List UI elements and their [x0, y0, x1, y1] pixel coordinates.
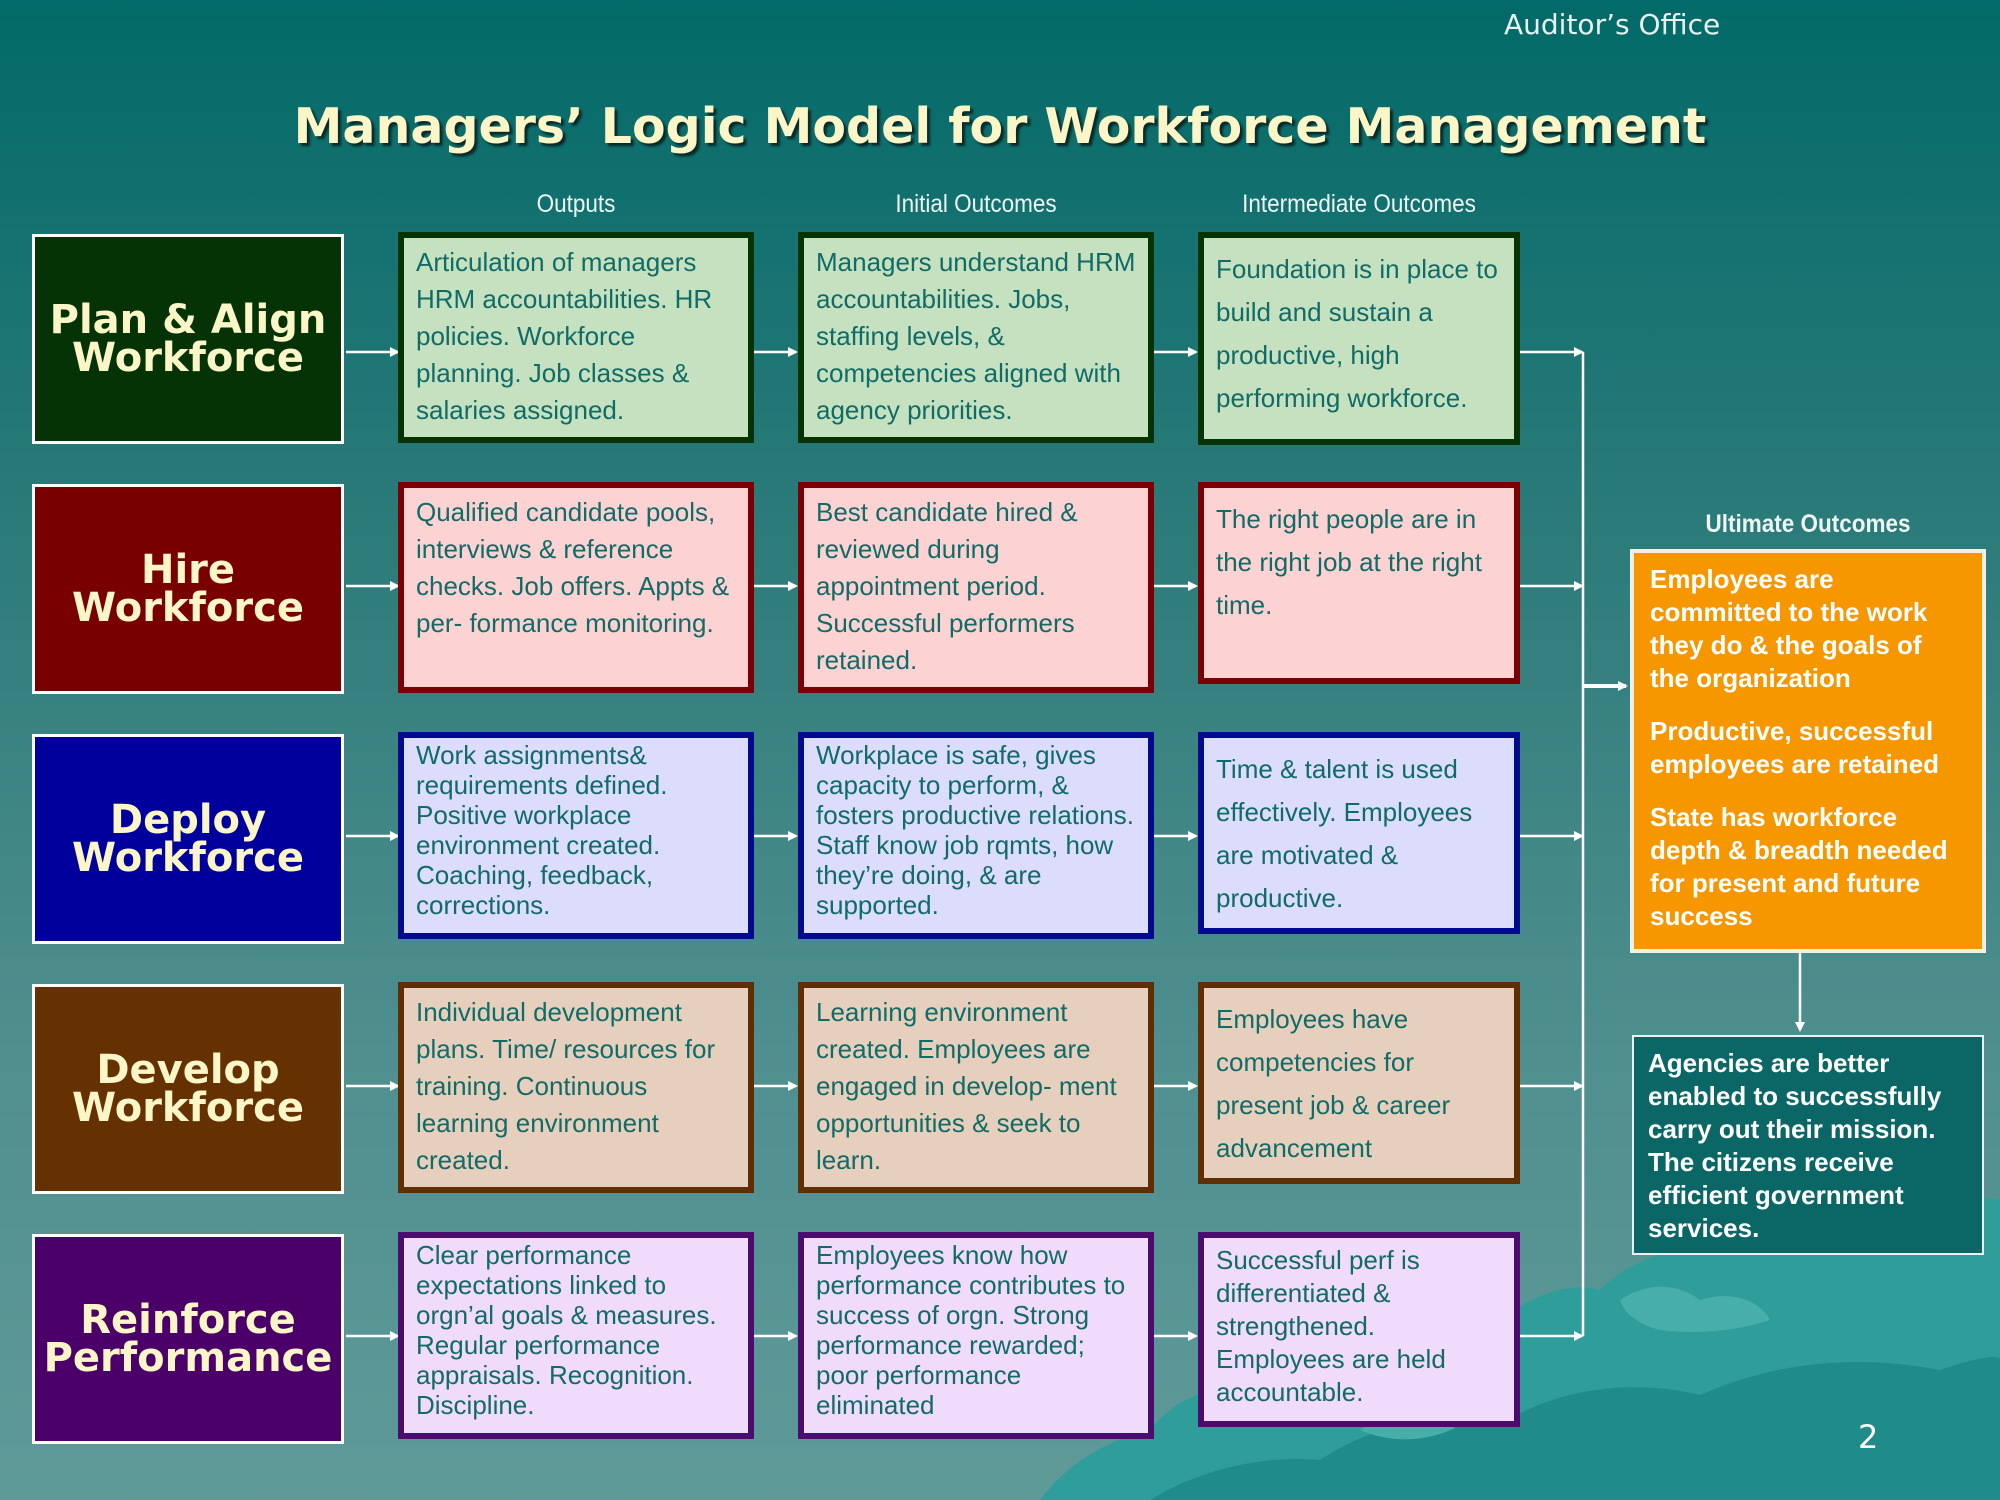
intermediate-outcome-box-develop: Employees have competencies for present …: [1198, 982, 1520, 1184]
intermediate-outcome-box-hire: The right people are in the right job at…: [1198, 482, 1520, 684]
outputs-box-deploy: Work assignments& requirements defined. …: [398, 732, 754, 939]
page-title: Managers’ Logic Model for Workforce Mana…: [293, 98, 1707, 155]
page-number: 2: [1858, 1418, 1879, 1456]
outputs-box-reinforce: Clear performance expectations linked to…: [398, 1232, 754, 1439]
row-label-line: Develop: [96, 1047, 280, 1093]
initial-outcome-box-develop: Learning environment created. Employees …: [798, 982, 1154, 1193]
row-label-deploy: Deploy Workforce: [32, 734, 344, 944]
row-label-plan-align: Plan & Align Workforce: [32, 234, 344, 444]
intermediate-outcome-box-deploy: Time & talent is used effectively. Emplo…: [1198, 732, 1520, 934]
row-label-line: Hire: [140, 547, 236, 593]
column-header-initial-outcomes: Initial Outcomes: [895, 190, 1057, 218]
outputs-box-hire: Qualified candidate pools, interviews & …: [398, 482, 754, 693]
office-label: Auditor’s Office: [1504, 8, 1721, 41]
intermediate-outcome-box-plan-align: Foundation is in place to build and sust…: [1198, 232, 1520, 445]
ultimate-outcome-item: State has workforce depth & breadth need…: [1650, 802, 1948, 931]
ultimate-outcome-item: Employees are committed to the work they…: [1650, 564, 1928, 693]
intermediate-outcome-box-reinforce: Successful perf is differentiated & stre…: [1198, 1232, 1520, 1427]
row-label-develop: Develop Workforce: [32, 984, 344, 1194]
row-label-line: Workforce: [72, 1085, 304, 1131]
row-label-line: Reinforce: [80, 1297, 296, 1343]
initial-outcome-box-hire: Best candidate hired & reviewed during a…: [798, 482, 1154, 693]
ultimate-outcomes-box: Employees are committed to the work they…: [1630, 549, 1986, 953]
initial-outcome-box-plan-align: Managers understand HRM accountabilities…: [798, 232, 1154, 443]
column-header-ultimate-outcomes: Ultimate Outcomes: [1705, 510, 1911, 538]
row-label-line: Performance: [43, 1335, 333, 1381]
column-header-intermediate-outcomes: Intermediate Outcomes: [1242, 190, 1476, 218]
initial-outcome-box-reinforce: Employees know how performance contribut…: [798, 1232, 1154, 1439]
column-header-outputs: Outputs: [536, 190, 616, 218]
row-label-line: Deploy: [109, 797, 267, 843]
outputs-box-develop: Individual development plans. Time/ reso…: [398, 982, 754, 1193]
row-label-line: Workforce: [72, 335, 304, 381]
row-label-line: Workforce: [72, 585, 304, 631]
initial-outcome-box-deploy: Workplace is safe, gives capacity to per…: [798, 732, 1154, 939]
outputs-box-plan-align: Articulation of managers HRM accountabil…: [398, 232, 754, 443]
row-label-line: Plan & Align: [49, 297, 327, 343]
agency-outcome-box: Agencies are better enabled to successfu…: [1632, 1035, 1984, 1255]
row-label-line: Workforce: [72, 835, 304, 881]
row-label-hire: Hire Workforce: [32, 484, 344, 694]
row-label-reinforce: Reinforce Performance: [32, 1234, 344, 1444]
ultimate-outcome-item: Productive, successful employees are ret…: [1650, 716, 1940, 779]
